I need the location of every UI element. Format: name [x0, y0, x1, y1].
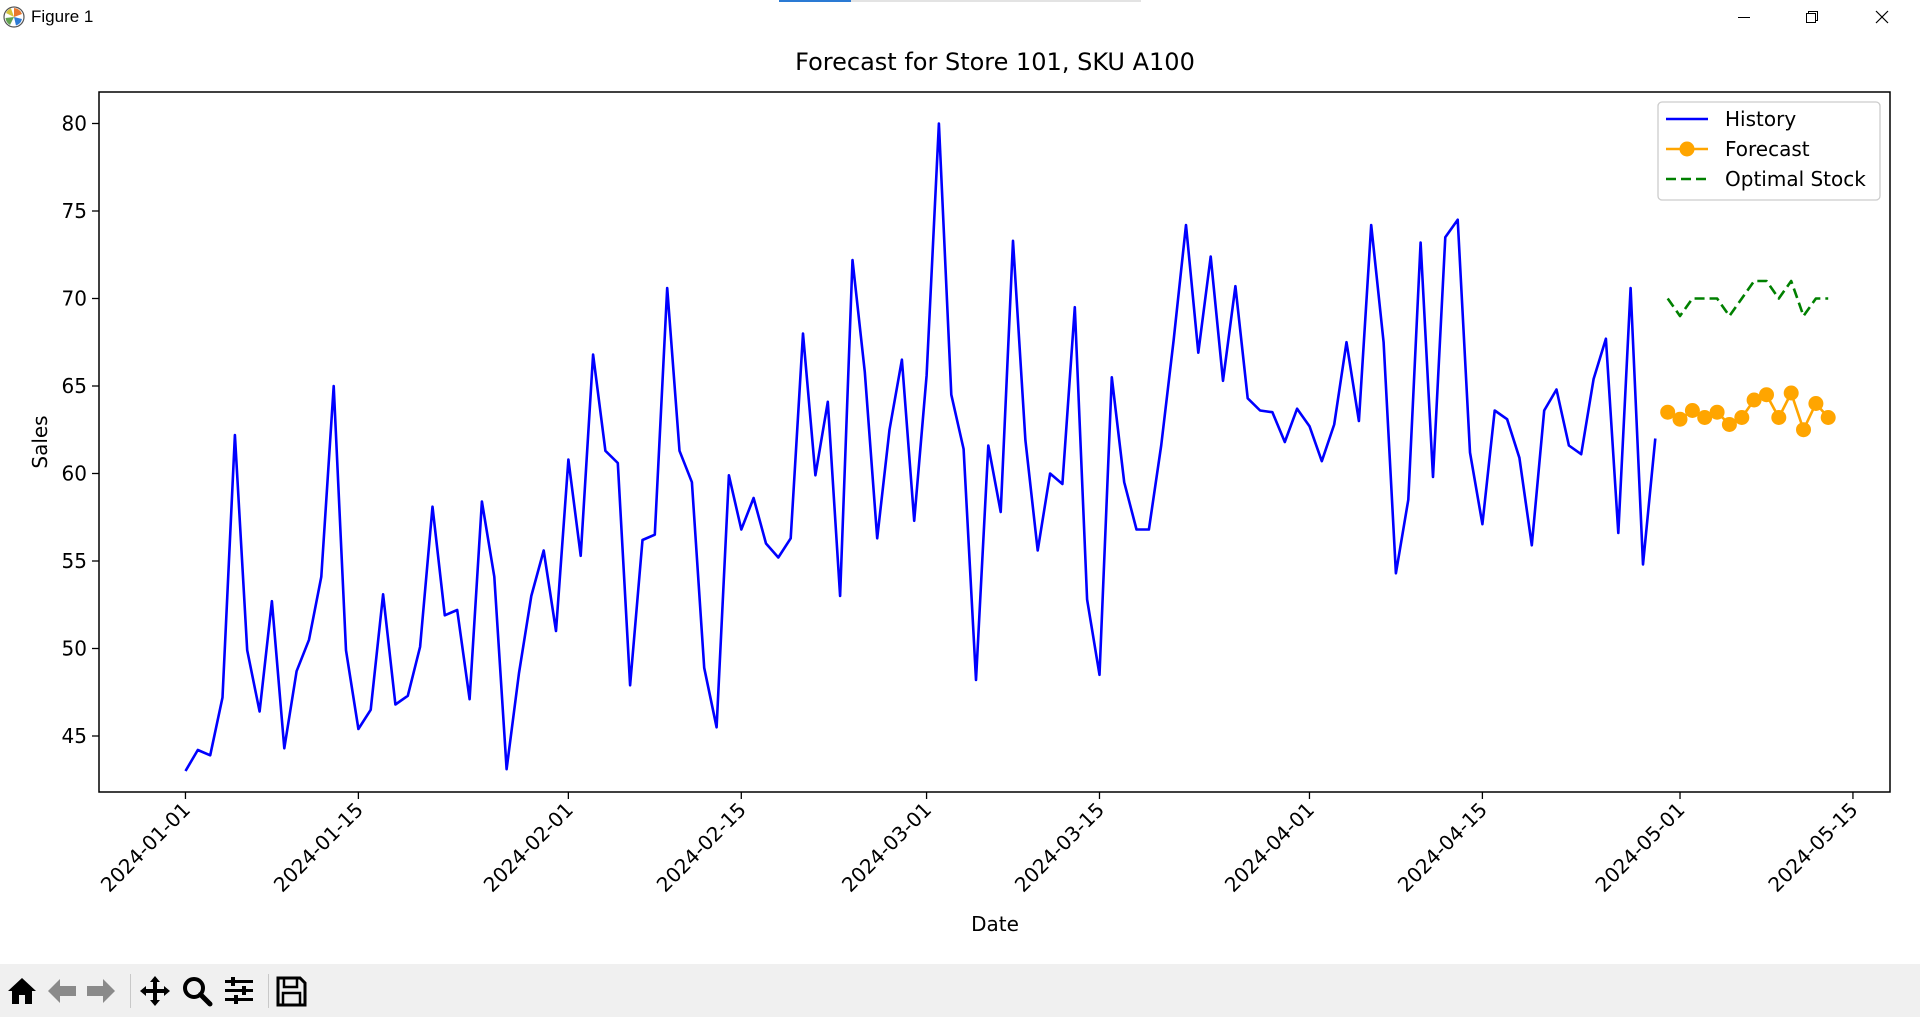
chart-title: Forecast for Store 101, SKU A100: [795, 48, 1195, 76]
configure-subplots-button[interactable]: [220, 972, 258, 1010]
legend-label: Forecast: [1725, 137, 1810, 161]
restore-icon: [1806, 11, 1818, 23]
forward-button[interactable]: [82, 972, 120, 1010]
figure-canvas[interactable]: Forecast for Store 101, SKU A100 45 50 55 6…: [0, 36, 1920, 964]
forecast-point: [1820, 410, 1836, 425]
sliders-icon: [225, 977, 253, 1004]
x-tick-label: 2024-03-01: [837, 798, 936, 897]
close-button[interactable]: [1850, 0, 1914, 34]
y-tick-label: 80: [62, 112, 87, 136]
x-axis-label: Date: [971, 912, 1019, 936]
x-tick-label: 2024-02-15: [652, 798, 751, 897]
pan-button[interactable]: [136, 972, 174, 1010]
legend: History Forecast Optimal Stock: [1657, 101, 1881, 201]
forecast-point: [1709, 404, 1725, 420]
floppy-disk-icon: [276, 976, 307, 1007]
y-tick-label: 70: [62, 287, 87, 311]
forecast-point: [1759, 387, 1774, 403]
toolbar-separator: [130, 974, 131, 1008]
x-tick-label: 2024-02-01: [479, 798, 578, 897]
toolbar-separator: [268, 974, 269, 1008]
move-icon: [140, 976, 170, 1006]
home-button[interactable]: [3, 972, 41, 1010]
magnifier-icon: [183, 977, 213, 1007]
back-button[interactable]: [43, 972, 81, 1010]
legend-label: Optimal Stock: [1725, 167, 1866, 191]
home-icon: [8, 978, 36, 1004]
tab-strip: [779, 0, 1141, 2]
forecast-point: [1684, 403, 1700, 418]
x-tick-label: 2024-05-01: [1590, 798, 1689, 897]
series-line-optimal-stock: [1666, 279, 1829, 318]
y-tick-label: 65: [62, 374, 87, 398]
forecast-point: [1697, 410, 1713, 425]
window-title: Figure 1: [31, 7, 94, 26]
x-tick-label: 2024-01-01: [96, 798, 195, 897]
save-button[interactable]: [272, 972, 310, 1010]
arrow-right-icon: [87, 979, 115, 1003]
legend-marker: [1679, 141, 1695, 157]
forecast-chart: Forecast for Store 101, SKU A100 45 50 55 6…: [28, 48, 1891, 936]
minimize-button[interactable]: [1712, 0, 1776, 34]
forecast-point: [1783, 385, 1799, 401]
y-tick-label: 55: [62, 549, 87, 573]
y-tick-label: 75: [62, 199, 87, 223]
y-tick-label: 50: [62, 637, 87, 661]
x-tick-label: 2024-05-15: [1763, 798, 1862, 897]
restore-button[interactable]: [1780, 0, 1844, 34]
x-tick-label: 2024-04-15: [1393, 798, 1492, 897]
close-icon: [1875, 10, 1889, 24]
zoom-button[interactable]: [178, 972, 216, 1010]
forecast-point: [1734, 410, 1750, 425]
y-tick-label: 60: [62, 462, 87, 486]
legend-label: History: [1725, 107, 1796, 131]
forecast-point: [1808, 396, 1824, 411]
forecast-point: [1746, 392, 1762, 408]
legend-frame: [1657, 101, 1881, 201]
series-line-history: [184, 122, 1657, 772]
x-tick-label: 2024-01-15: [269, 798, 368, 897]
arrow-left-icon: [48, 979, 76, 1003]
plot-frame: [98, 91, 1891, 793]
forecast-point: [1796, 422, 1811, 438]
forecast-point: [1721, 417, 1737, 432]
y-axis-label: Sales: [28, 415, 52, 468]
x-tick-label: 2024-04-01: [1220, 798, 1319, 897]
window-titlebar: Figure 1: [0, 0, 1920, 36]
matplotlib-logo-icon: [2, 5, 26, 29]
x-tick-label: 2024-03-15: [1010, 798, 1109, 897]
navigation-toolbar: [0, 964, 1920, 1017]
y-tick-label: 45: [62, 724, 87, 748]
forecast-point: [1660, 404, 1676, 420]
forecast-point: [1771, 410, 1787, 425]
minimize-icon: [1738, 17, 1750, 18]
forecast-point: [1672, 411, 1688, 427]
tab-active-indicator: [779, 0, 851, 2]
